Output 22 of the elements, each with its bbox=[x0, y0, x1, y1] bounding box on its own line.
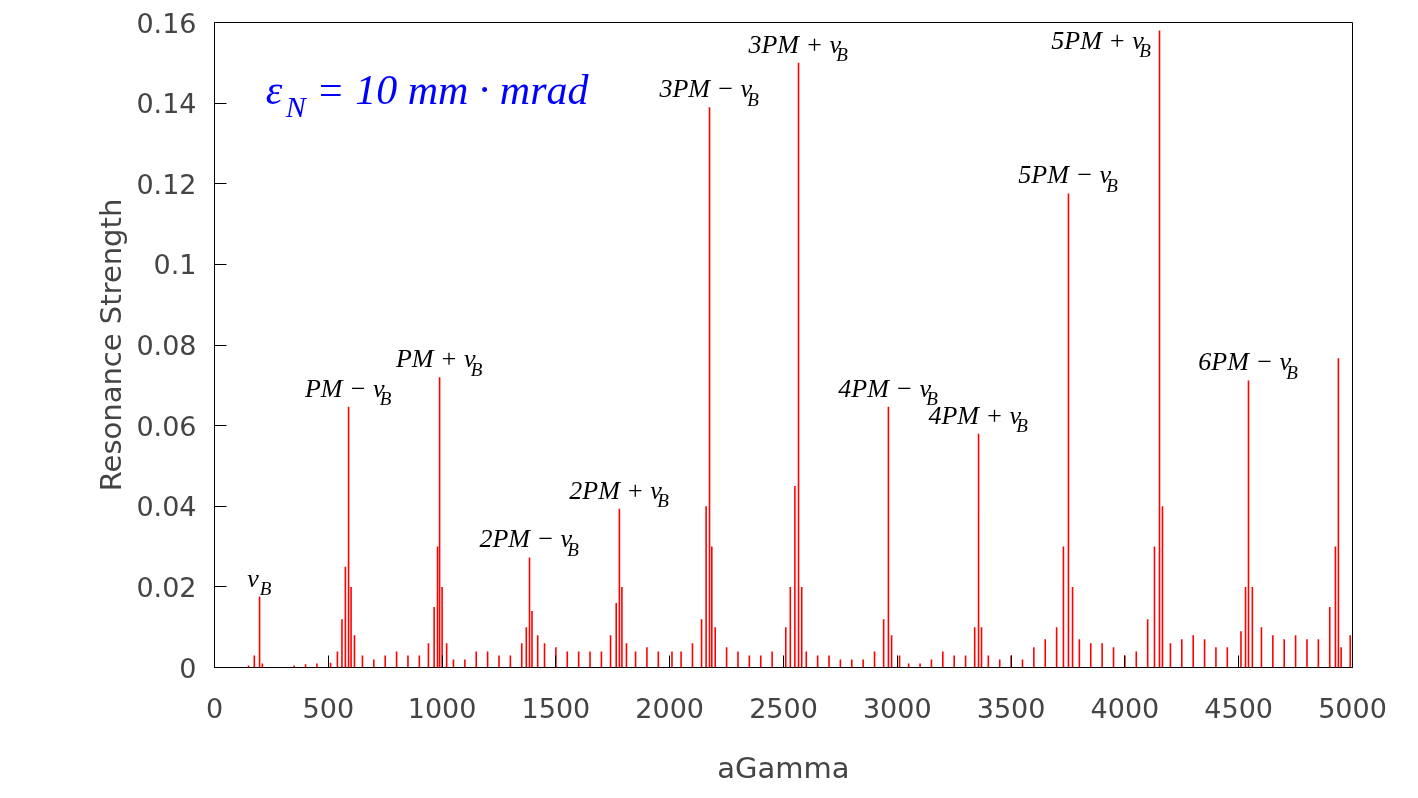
x-tick-label: 500 bbox=[302, 692, 355, 724]
y-tick-label: 0.08 bbox=[136, 330, 197, 361]
x-tick-label: 1500 bbox=[521, 692, 591, 724]
x-axis-title: aGamma bbox=[717, 750, 850, 785]
y-tick-label: 0.04 bbox=[136, 491, 197, 523]
y-tick-label: 0.12 bbox=[136, 168, 197, 200]
x-tick-label: 0 bbox=[205, 692, 224, 724]
x-tick-label: 2000 bbox=[635, 692, 705, 724]
x-tick-label: 3500 bbox=[976, 692, 1046, 724]
x-tick-label: 1000 bbox=[407, 692, 477, 724]
y-tick-label: 0 bbox=[179, 652, 197, 684]
y-axis-title: Resonance Strength bbox=[94, 198, 129, 492]
x-tick-label: 4500 bbox=[1204, 692, 1274, 724]
y-tick-label: 0.16 bbox=[136, 7, 197, 39]
x-tick-label: 2500 bbox=[749, 692, 818, 724]
y-tick-label: 0.1 bbox=[153, 249, 197, 281]
x-tick-label: 5000 bbox=[1318, 692, 1387, 724]
y-tick-label: 0.02 bbox=[136, 571, 197, 603]
y-tick-label: 0.06 bbox=[136, 410, 197, 442]
x-tick-label: 4000 bbox=[1090, 692, 1160, 724]
x-tick-label: 3000 bbox=[862, 692, 932, 724]
y-tick-label: 0.14 bbox=[136, 88, 197, 120]
